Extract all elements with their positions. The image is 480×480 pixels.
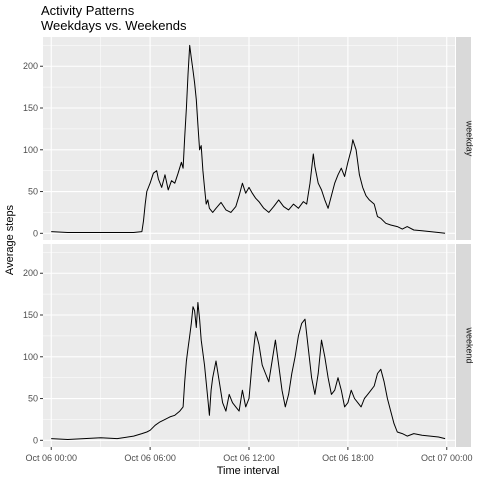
facet-strip-label: weekend xyxy=(465,326,475,363)
y-tick-label: 100 xyxy=(23,145,38,155)
facet-panels: 0 50 100 150 200 weekday 0 50 100 150 200 weekend xyxy=(23,37,475,447)
y-tick-label: 0 xyxy=(33,435,38,445)
series-line-weekend xyxy=(51,302,446,440)
x-axis-title: Time interval xyxy=(217,465,280,477)
y-axis-title: Average steps xyxy=(4,204,16,275)
y-tick-label: 200 xyxy=(23,61,38,71)
x-tick-label: Oct 06 00:00 xyxy=(25,453,77,463)
x-axis: Oct 06 00:00 Oct 06 06:00 Oct 06 12:00 Oct … xyxy=(25,447,473,463)
y-tick-label: 50 xyxy=(28,187,38,197)
facet-strip xyxy=(456,37,471,240)
facet-weekend: 0 50 100 150 200 weekend xyxy=(23,244,475,447)
y-tick-label: 50 xyxy=(28,394,38,404)
x-tick-label: Oct 06 18:00 xyxy=(322,453,374,463)
y-tick-label: 150 xyxy=(23,103,38,113)
chart-title: Activity Patterns xyxy=(41,3,135,18)
y-tick-label: 200 xyxy=(23,268,38,278)
facet-strip-label: weekday xyxy=(465,120,475,157)
facet-strip xyxy=(456,244,471,447)
series-line-weekday xyxy=(51,44,446,234)
x-tick-label: Oct 06 12:00 xyxy=(223,453,275,463)
x-tick-label: Oct 06 06:00 xyxy=(124,453,176,463)
facet-weekday: 0 50 100 150 200 weekday xyxy=(23,37,475,240)
chart-subtitle: Weekdays vs. Weekends xyxy=(41,18,187,33)
y-tick-label: 100 xyxy=(23,352,38,362)
y-tick-label: 0 xyxy=(33,228,38,238)
y-tick-label: 150 xyxy=(23,310,38,320)
x-tick-label: Oct 07 00:00 xyxy=(421,453,473,463)
